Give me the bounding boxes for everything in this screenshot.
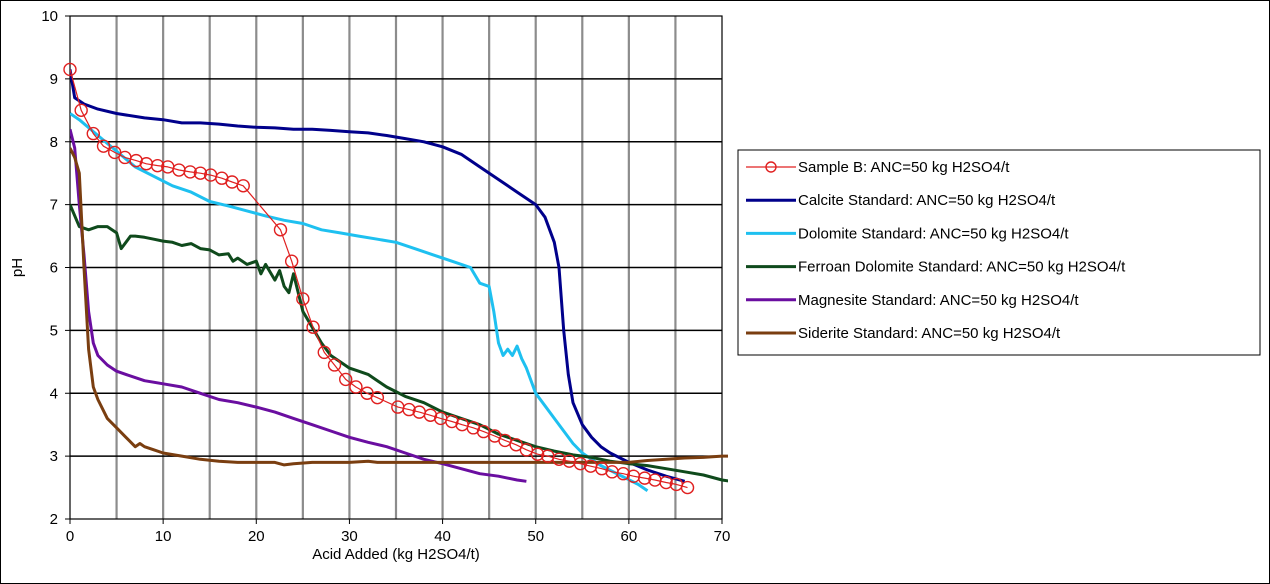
series-line bbox=[70, 112, 649, 492]
legend-entry: Ferroan Dolomite Standard: ANC=50 kg H2S… bbox=[798, 259, 1126, 276]
x-tick-label: 40 bbox=[434, 528, 451, 545]
data-point bbox=[317, 345, 331, 360]
series-line bbox=[70, 204, 728, 483]
data-point bbox=[349, 380, 363, 394]
y-tick-label: 8 bbox=[50, 134, 58, 151]
data-point bbox=[530, 447, 545, 461]
y-tick-label: 10 bbox=[41, 8, 58, 25]
data-point bbox=[445, 414, 459, 429]
data-point bbox=[236, 179, 250, 193]
data-point bbox=[637, 471, 652, 485]
data-point bbox=[659, 475, 673, 490]
x-axis-title: Acid Added (kg H2SO4/t) bbox=[312, 546, 480, 563]
data-point bbox=[296, 292, 310, 306]
y-tick-label: 3 bbox=[50, 448, 58, 465]
data-point bbox=[476, 424, 491, 439]
y-tick-label: 4 bbox=[50, 385, 58, 402]
x-tick-label: 0 bbox=[66, 528, 74, 545]
y-tick-label: 5 bbox=[50, 322, 58, 339]
data-point bbox=[573, 456, 588, 471]
legend-entry: Magnesite Standard: ANC=50 kg H2SO4/t bbox=[798, 292, 1079, 309]
data-point bbox=[498, 433, 512, 448]
y-tick-label: 7 bbox=[50, 197, 58, 214]
x-tick-label: 20 bbox=[248, 528, 265, 545]
data-point bbox=[370, 390, 385, 405]
legend-entry: Sample B: ANC=50 kg H2SO4/t bbox=[798, 159, 1010, 176]
legend-box bbox=[737, 149, 1261, 356]
data-point bbox=[86, 126, 100, 141]
data-point bbox=[552, 452, 566, 466]
data-point bbox=[616, 467, 630, 481]
y-tick-label: 6 bbox=[50, 260, 58, 277]
legend-entry: Siderite Standard: ANC=50 kg H2SO4/t bbox=[798, 325, 1061, 342]
data-point bbox=[183, 165, 197, 179]
x-tick-label: 70 bbox=[714, 528, 731, 545]
legend-entry: Dolomite Standard: ANC=50 kg H2SO4/t bbox=[798, 225, 1069, 242]
data-point bbox=[423, 408, 438, 422]
x-tick-label: 60 bbox=[621, 528, 638, 545]
legend-entry: Calcite Standard: ANC=50 kg H2SO4/t bbox=[798, 192, 1056, 209]
data-point bbox=[150, 158, 165, 173]
data-point bbox=[306, 320, 320, 334]
data-point bbox=[519, 443, 534, 457]
legend-marker bbox=[765, 161, 777, 173]
data-point bbox=[339, 372, 353, 387]
data-point bbox=[74, 103, 88, 118]
series-line bbox=[70, 69, 688, 489]
y-tick-label: 2 bbox=[50, 511, 58, 528]
data-point bbox=[273, 223, 288, 237]
x-tick-label: 10 bbox=[155, 528, 172, 545]
x-tick-label: 30 bbox=[341, 528, 358, 545]
data-point bbox=[96, 139, 111, 153]
data-point bbox=[193, 166, 208, 180]
data-point bbox=[284, 254, 299, 268]
data-point bbox=[595, 462, 609, 476]
data-point bbox=[63, 62, 77, 77]
data-point bbox=[680, 480, 695, 495]
data-point bbox=[129, 153, 143, 168]
data-point bbox=[327, 358, 342, 372]
y-tick-label: 9 bbox=[50, 71, 58, 88]
series-line bbox=[70, 147, 728, 467]
series-line bbox=[70, 69, 686, 483]
y-axis-title: pH bbox=[9, 258, 26, 277]
data-point bbox=[402, 402, 416, 417]
x-tick-label: 50 bbox=[527, 528, 544, 545]
